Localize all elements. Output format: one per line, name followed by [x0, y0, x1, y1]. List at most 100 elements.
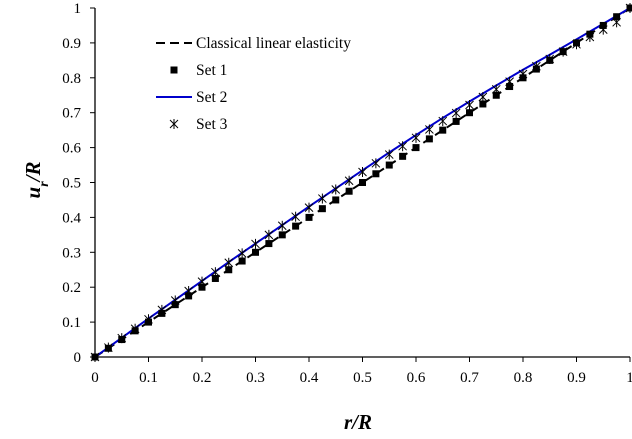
set-3-point — [612, 17, 621, 28]
set-1-point — [425, 135, 433, 143]
set-3-point — [277, 220, 287, 231]
set-3-point — [144, 314, 153, 325]
set-3-point — [117, 333, 127, 344]
x-tick-label: 0.2 — [193, 370, 212, 386]
set-3-point — [331, 184, 341, 195]
set-1-point — [252, 248, 259, 256]
set-3-point — [264, 229, 274, 240]
set-3-point — [371, 158, 381, 169]
set-3-point — [184, 286, 193, 297]
y-tick-label: 0.2 — [62, 280, 81, 296]
set-3-point — [532, 61, 541, 72]
y-tick-label: 0.1 — [62, 315, 81, 331]
set-3-point — [291, 211, 300, 222]
set-1-point — [372, 170, 380, 178]
legend-swatch-asterisk — [169, 119, 179, 129]
legend-label: Set 3 — [196, 116, 228, 133]
x-tick-label: 0.3 — [246, 370, 265, 386]
set-1-point — [332, 196, 340, 204]
set-1-point — [278, 231, 286, 239]
set-3-point — [318, 193, 327, 204]
set-3-point — [344, 175, 354, 186]
set-1-point — [211, 274, 219, 282]
x-tick-label: 0.6 — [407, 370, 426, 386]
set-3-point — [505, 76, 514, 87]
set-3-point — [585, 31, 595, 42]
set-1-point — [359, 179, 366, 186]
x-tick-label: 0.8 — [514, 370, 533, 386]
set-1-point — [318, 205, 326, 213]
legend-item: Classical linear elasticity — [156, 35, 351, 52]
y-tick-label: 0.3 — [62, 245, 81, 261]
set-1-point — [385, 161, 393, 169]
set-3-point — [465, 100, 474, 111]
set-3-point — [104, 342, 113, 353]
x-tick-label: 0 — [91, 370, 99, 386]
x-tick-label: 0.7 — [460, 370, 479, 386]
set-3-point — [491, 84, 501, 95]
set-3-point — [558, 46, 568, 57]
set-3-point — [170, 295, 180, 306]
y-tick-label: 0.6 — [62, 141, 81, 157]
set-3-point — [451, 108, 461, 119]
set-3-point — [304, 202, 314, 213]
set-3-point — [545, 53, 555, 64]
legend-item: Set 3 — [169, 116, 228, 133]
set-1-point — [452, 117, 460, 125]
set-1-point — [305, 213, 313, 221]
set-1-point — [439, 126, 447, 134]
legend-item: Set 1 — [170, 62, 227, 79]
series-line-classical — [94, 7, 631, 358]
legend: Classical linear elasticity Set 1 Set 2 Set… — [156, 35, 351, 133]
set-3-point — [625, 3, 632, 13]
set-3-point — [197, 276, 207, 287]
x-axis-title: r/R — [344, 410, 372, 434]
set-1-point — [225, 266, 233, 274]
x-tick-label: 0.1 — [139, 370, 158, 386]
legend-label: Set 2 — [196, 89, 227, 106]
axes: 0 0.1 0.2 0.3 0.4 0.5 0.6 0.7 0.8 0.9 1 0 0.1 0.2 0.3 0… — [62, 1, 632, 386]
x-tick-label: 0.9 — [567, 370, 586, 386]
y-tick-label: 0.8 — [62, 71, 81, 87]
set-1-point — [292, 222, 300, 230]
set-3-point — [157, 304, 167, 315]
x-tick-label: 1 — [626, 370, 632, 386]
set-3-point — [211, 267, 220, 278]
set-3-point — [411, 132, 421, 143]
set-1-point — [198, 283, 206, 291]
x-tick-label: 0.5 — [353, 370, 372, 386]
set-3-point — [224, 257, 234, 268]
set-1-point — [479, 100, 487, 108]
set-3-point — [438, 116, 448, 127]
set-3-point — [598, 24, 608, 35]
legend-label: Set 1 — [196, 62, 227, 79]
set-3-point — [358, 167, 367, 178]
legend-swatch-square — [170, 66, 178, 74]
x-tick-label: 0.4 — [300, 370, 319, 386]
y-tick-label: 0.7 — [62, 106, 81, 122]
set-1-point — [265, 240, 273, 248]
set-3-point — [425, 124, 434, 135]
y-tick-label: 0.9 — [62, 36, 81, 52]
set-3-point — [251, 238, 260, 249]
set-1-point — [345, 187, 353, 195]
y-tick-label: 0.4 — [62, 210, 81, 226]
set-1-point — [613, 13, 621, 21]
set-3-point — [384, 149, 394, 160]
plot-area — [90, 3, 632, 362]
set-1-point — [626, 4, 632, 12]
y-tick-label: 1 — [74, 1, 82, 17]
set-3-point — [572, 39, 581, 50]
set-1-point — [466, 109, 473, 117]
set-1-point — [238, 257, 246, 265]
set-3-point — [518, 68, 528, 79]
set-1-point — [492, 91, 500, 99]
set-1-point — [412, 144, 420, 152]
y-tick-label: 0.5 — [62, 176, 81, 192]
y-tick-label: 0 — [74, 350, 82, 366]
set-3-point — [398, 141, 407, 152]
y-axis-title: ur/R — [21, 162, 52, 199]
set-1-point — [399, 152, 407, 160]
legend-label: Classical linear elasticity — [196, 35, 351, 52]
legend-item: Set 2 — [156, 89, 227, 106]
